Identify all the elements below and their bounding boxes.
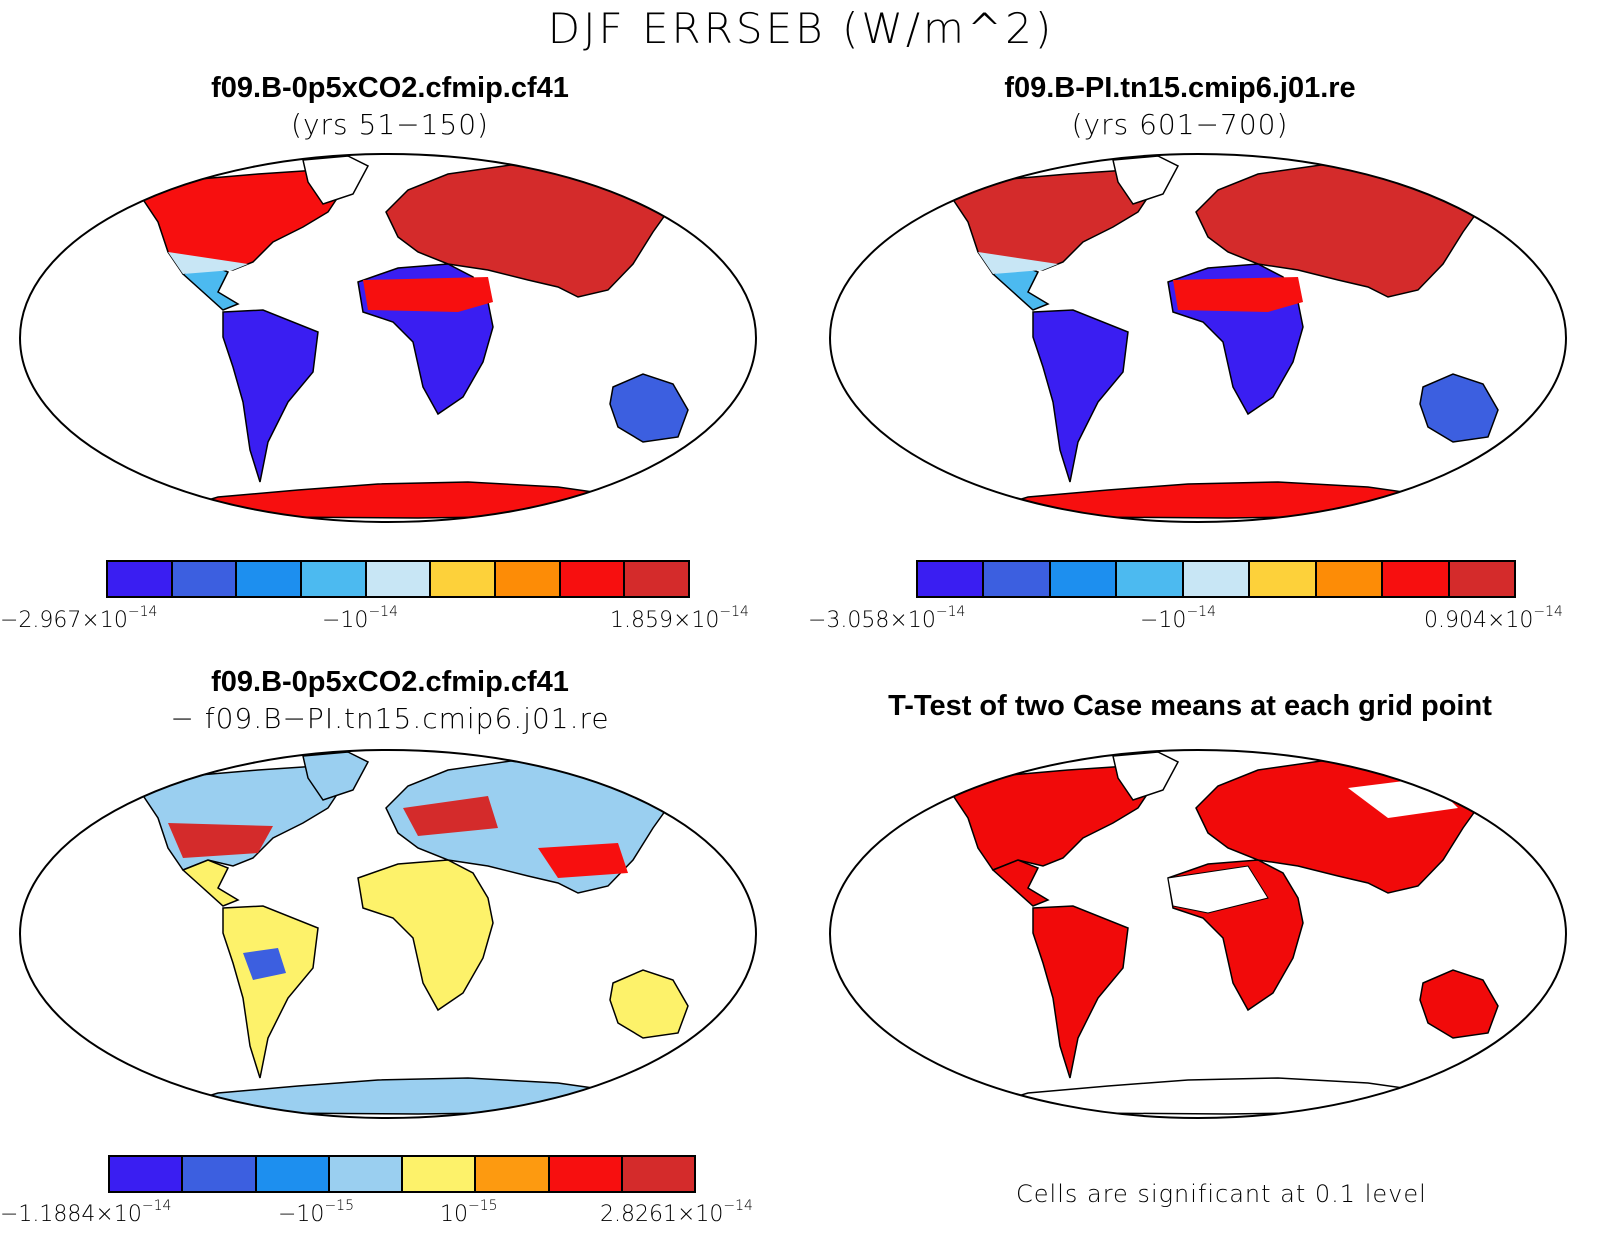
panel-3-tick-3: 10−15 <box>440 1198 498 1227</box>
colorbar-swatch <box>549 1157 623 1191</box>
colorbar-swatch <box>476 1157 550 1191</box>
colorbar-swatch <box>183 1157 257 1191</box>
europe-anomaly <box>403 796 498 836</box>
colorbar-swatch <box>403 1157 477 1191</box>
colorbar-swatch <box>1449 562 1514 596</box>
panel-2-subtitle: (yrs 601−700) <box>1071 108 1289 141</box>
map-frame <box>829 153 1567 523</box>
colorbar-swatch <box>256 1157 330 1191</box>
transition-band <box>978 252 1058 274</box>
colorbar-swatch <box>108 562 173 596</box>
panel-3-map <box>19 749 757 1119</box>
colorbar-swatch <box>1250 562 1317 596</box>
eurasia-landmass <box>1195 161 1489 298</box>
map-frame <box>19 153 757 523</box>
colorbar-swatch <box>302 562 367 596</box>
colorbar-swatch <box>431 562 497 596</box>
significance-note: Cells are significant at 0.1 level <box>1016 1180 1427 1208</box>
sa-landmass <box>1032 905 1129 1079</box>
panel-3-tick-4: 2.8261×10−14 <box>600 1198 753 1227</box>
colorbar-swatch <box>1117 562 1184 596</box>
amazon-anomaly <box>243 948 286 980</box>
panel-1-tick-max: 1.859×10−14 <box>610 604 749 633</box>
colorbar-swatch <box>237 562 303 596</box>
australia-landmass <box>609 373 689 443</box>
panel-2-colorbar <box>916 560 1516 598</box>
na-landmass <box>946 765 1160 871</box>
panel-2-map <box>829 153 1567 523</box>
map-land-group <box>946 751 1499 1115</box>
figure-title: DJF ERRSEB (W/m^2) <box>547 4 1055 53</box>
map-frame <box>19 749 757 1119</box>
panel-3-title: f09.B-0p5xCO2.cfmip.cf41 <box>211 666 569 698</box>
colorbar-swatch <box>622 1157 694 1191</box>
panel-2-tick-mid: −10−14 <box>1140 604 1216 633</box>
panel-3-tick-1: −1.1884×10−14 <box>0 1198 172 1227</box>
map-land-group <box>136 751 689 1115</box>
panel-2-title: f09.B-PI.tn15.cmip6.j01.re <box>1004 72 1356 104</box>
colorbar-swatch <box>984 562 1051 596</box>
map-land-group <box>136 155 689 519</box>
asia-anomaly <box>538 843 628 878</box>
ca-landmass <box>991 859 1050 907</box>
panel-1-colorbar <box>106 560 690 598</box>
na-landmass <box>136 169 350 275</box>
us-anomaly <box>168 823 273 858</box>
africa-landmass <box>357 859 494 1012</box>
australia-landmass <box>1419 373 1499 443</box>
antarctica-landmass <box>977 481 1450 519</box>
colorbar-swatch <box>172 562 238 596</box>
sahara-band <box>363 277 493 312</box>
panel-1-tick-min: −2.967×10−14 <box>0 604 158 633</box>
eurasia-landmass <box>385 161 679 298</box>
transition-band <box>168 252 248 274</box>
na-landmass <box>946 169 1160 275</box>
antarctica-landmass <box>167 481 640 519</box>
sa-landmass <box>222 905 319 1079</box>
map-frame <box>829 749 1567 1119</box>
panel-1-title: f09.B-0p5xCO2.cfmip.cf41 <box>211 72 569 104</box>
sa-landmass <box>1032 309 1129 483</box>
sahara-band <box>1173 277 1303 312</box>
colorbar-swatch <box>366 562 432 596</box>
map-land-group <box>946 155 1499 519</box>
australia-landmass <box>609 969 689 1039</box>
panel-4-map <box>829 749 1567 1119</box>
colorbar-swatch <box>560 562 626 596</box>
colorbar-swatch <box>110 1157 184 1191</box>
colorbar-swatch <box>918 562 985 596</box>
antarctica-landmass <box>167 1077 640 1115</box>
panel-1-tick-mid: −10−14 <box>322 604 398 633</box>
colorbar-swatch <box>496 562 561 596</box>
sahara-nonsig <box>1167 865 1269 914</box>
colorbar-swatch <box>1383 562 1450 596</box>
ca-landmass <box>181 859 240 907</box>
panel-3-subtitle: − f09.B−PI.tn15.cmip6.j01.re <box>170 702 610 735</box>
colorbar-swatch <box>1183 562 1251 596</box>
australia-landmass <box>1419 969 1499 1039</box>
panel-2-tick-max: 0.904×10−14 <box>1424 604 1563 633</box>
panel-1-subtitle: (yrs 51−150) <box>291 108 489 141</box>
colorbar-swatch <box>1316 562 1384 596</box>
panel-1-map <box>19 153 757 523</box>
colorbar-swatch <box>1050 562 1118 596</box>
panel-3-tick-2: −10−15 <box>278 1198 354 1227</box>
panel-2-tick-min: −3.058×10−14 <box>808 604 966 633</box>
antarctica-landmass <box>977 1077 1450 1115</box>
panel-4-title: T-Test of two Case means at each grid po… <box>888 690 1492 722</box>
colorbar-swatch <box>329 1157 403 1191</box>
colorbar-swatch <box>625 562 689 596</box>
sa-landmass <box>222 309 319 483</box>
panel-3-colorbar <box>108 1155 696 1193</box>
